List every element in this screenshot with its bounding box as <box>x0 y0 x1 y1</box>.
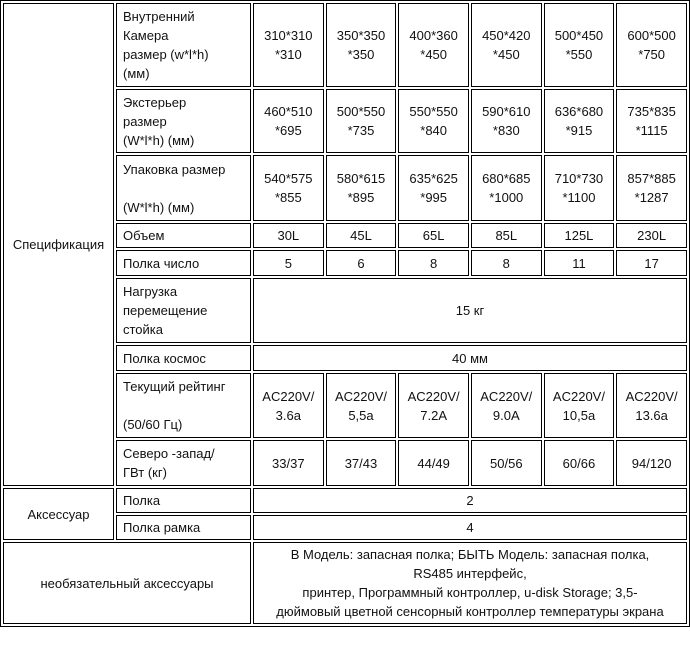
row-label: Объем <box>116 223 251 248</box>
merged-value: 15 кг <box>253 278 687 343</box>
row-label: Нагрузка перемещение стойка <box>116 278 251 343</box>
value-cell: 590*610 *830 <box>470 89 542 153</box>
table-row: Полка число 5 6 8 8 11 17 <box>3 250 687 276</box>
value-cell: 33/37 <box>253 440 324 486</box>
row-label: Полка космос <box>116 345 251 371</box>
value-cell: 44/49 <box>398 440 469 486</box>
value-cell: 60/66 <box>543 440 615 486</box>
value-cell: 500*550 *735 <box>325 89 397 153</box>
row-label: Полка рамка <box>116 515 251 540</box>
value-cell: 550*550 *840 <box>398 89 469 153</box>
value-cell: AC220V/ 7.2A <box>398 373 469 438</box>
table-row: Спецификация Внутренний Камера размер (w*… <box>3 3 687 486</box>
value-cell: 635*625 *995 <box>398 155 469 221</box>
value-cell: 540*575 *855 <box>253 155 324 221</box>
value-cell: 125L <box>543 223 615 248</box>
merged-value: 4 <box>253 515 687 540</box>
value-cell: 30L <box>253 223 324 248</box>
row-label: Северо -запад/ ГВт (кг) <box>116 440 251 486</box>
value-cell: 710*730 *1100 <box>543 155 615 221</box>
value-cell: 857*885 *1287 <box>616 155 687 221</box>
table-row: Экстерьер размер (W*l*h) (мм) 460*510 *69… <box>3 89 687 153</box>
value-cell: 65L <box>398 223 469 248</box>
table-row: Полка рамка 4 <box>3 515 687 540</box>
value-cell: AC220V/ 3.6a <box>253 373 324 438</box>
value-cell: 350*350 *350 <box>325 3 397 87</box>
table-row: Нагрузка перемещение стойка 15 кг <box>3 278 687 343</box>
value-cell: 5 <box>253 250 324 276</box>
value-cell: 50/56 <box>470 440 542 486</box>
value-cell: 580*615 *895 <box>325 155 397 221</box>
value-cell: AC220V/ 13.6a <box>616 373 687 438</box>
optional-accessories-text: В Модель: запасная полка; БЫТЬ Модель: з… <box>253 542 687 624</box>
value-cell: 450*420 *450 <box>470 3 542 87</box>
value-cell: 85L <box>470 223 542 248</box>
value-cell: 310*310 *310 <box>253 3 324 87</box>
value-cell: 636*680 *915 <box>543 89 615 153</box>
table-row: Объем 30L 45L 65L 85L 125L 230L <box>3 223 687 248</box>
value-cell: 735*835 *1115 <box>616 89 687 153</box>
table-row: Полка космос 40 мм <box>3 345 687 371</box>
row-label: Упаковка размер (W*l*h) (мм) <box>116 155 251 221</box>
value-cell: 460*510 *695 <box>253 89 324 153</box>
group-label-accessory: Аксессуар <box>3 488 114 540</box>
row-label: Полка число <box>116 250 251 276</box>
row-label: Текущий рейтинг (50/60 Гц) <box>116 373 251 438</box>
value-cell: 600*500 *750 <box>616 3 687 87</box>
value-cell: 8 <box>398 250 469 276</box>
group-label-optional-accessories: необязательный аксессуары <box>3 542 251 624</box>
merged-value: 40 мм <box>253 345 687 371</box>
group-label-specification: Спецификация <box>3 3 114 486</box>
row-label: Внутренний Камера размер (w*l*h) (мм) <box>116 3 251 87</box>
value-cell: AC220V/ 10,5a <box>543 373 615 438</box>
value-cell: AC220V/ 5,5a <box>325 373 397 438</box>
value-cell: 400*360 *450 <box>398 3 469 87</box>
row-label: Экстерьер размер (W*l*h) (мм) <box>116 89 251 153</box>
value-cell: AC220V/ 9.0A <box>470 373 542 438</box>
specification-table: Спецификация Внутренний Камера размер (w*… <box>0 0 690 627</box>
value-cell: 17 <box>616 250 687 276</box>
value-cell: 680*685 *1000 <box>470 155 542 221</box>
value-cell: 6 <box>325 250 397 276</box>
value-cell: 11 <box>543 250 615 276</box>
value-cell: 230L <box>616 223 687 248</box>
value-cell: 8 <box>470 250 542 276</box>
value-cell: 94/120 <box>616 440 687 486</box>
table-row: Упаковка размер (W*l*h) (мм) 540*575 *855… <box>3 155 687 221</box>
value-cell: 500*450 *550 <box>543 3 615 87</box>
merged-value: 2 <box>253 488 687 513</box>
value-cell: 45L <box>325 223 397 248</box>
row-label: Полка <box>116 488 251 513</box>
table-row: Аксессуар Полка 2 <box>3 488 687 540</box>
table-row: необязательный аксессуары В Модель: запас… <box>3 542 687 624</box>
table-row: Северо -запад/ ГВт (кг) 33/37 37/43 44/49 50… <box>3 440 687 486</box>
table-row: Текущий рейтинг (50/60 Гц) AC220V/ 3.6a AC… <box>3 373 687 438</box>
value-cell: 37/43 <box>325 440 397 486</box>
